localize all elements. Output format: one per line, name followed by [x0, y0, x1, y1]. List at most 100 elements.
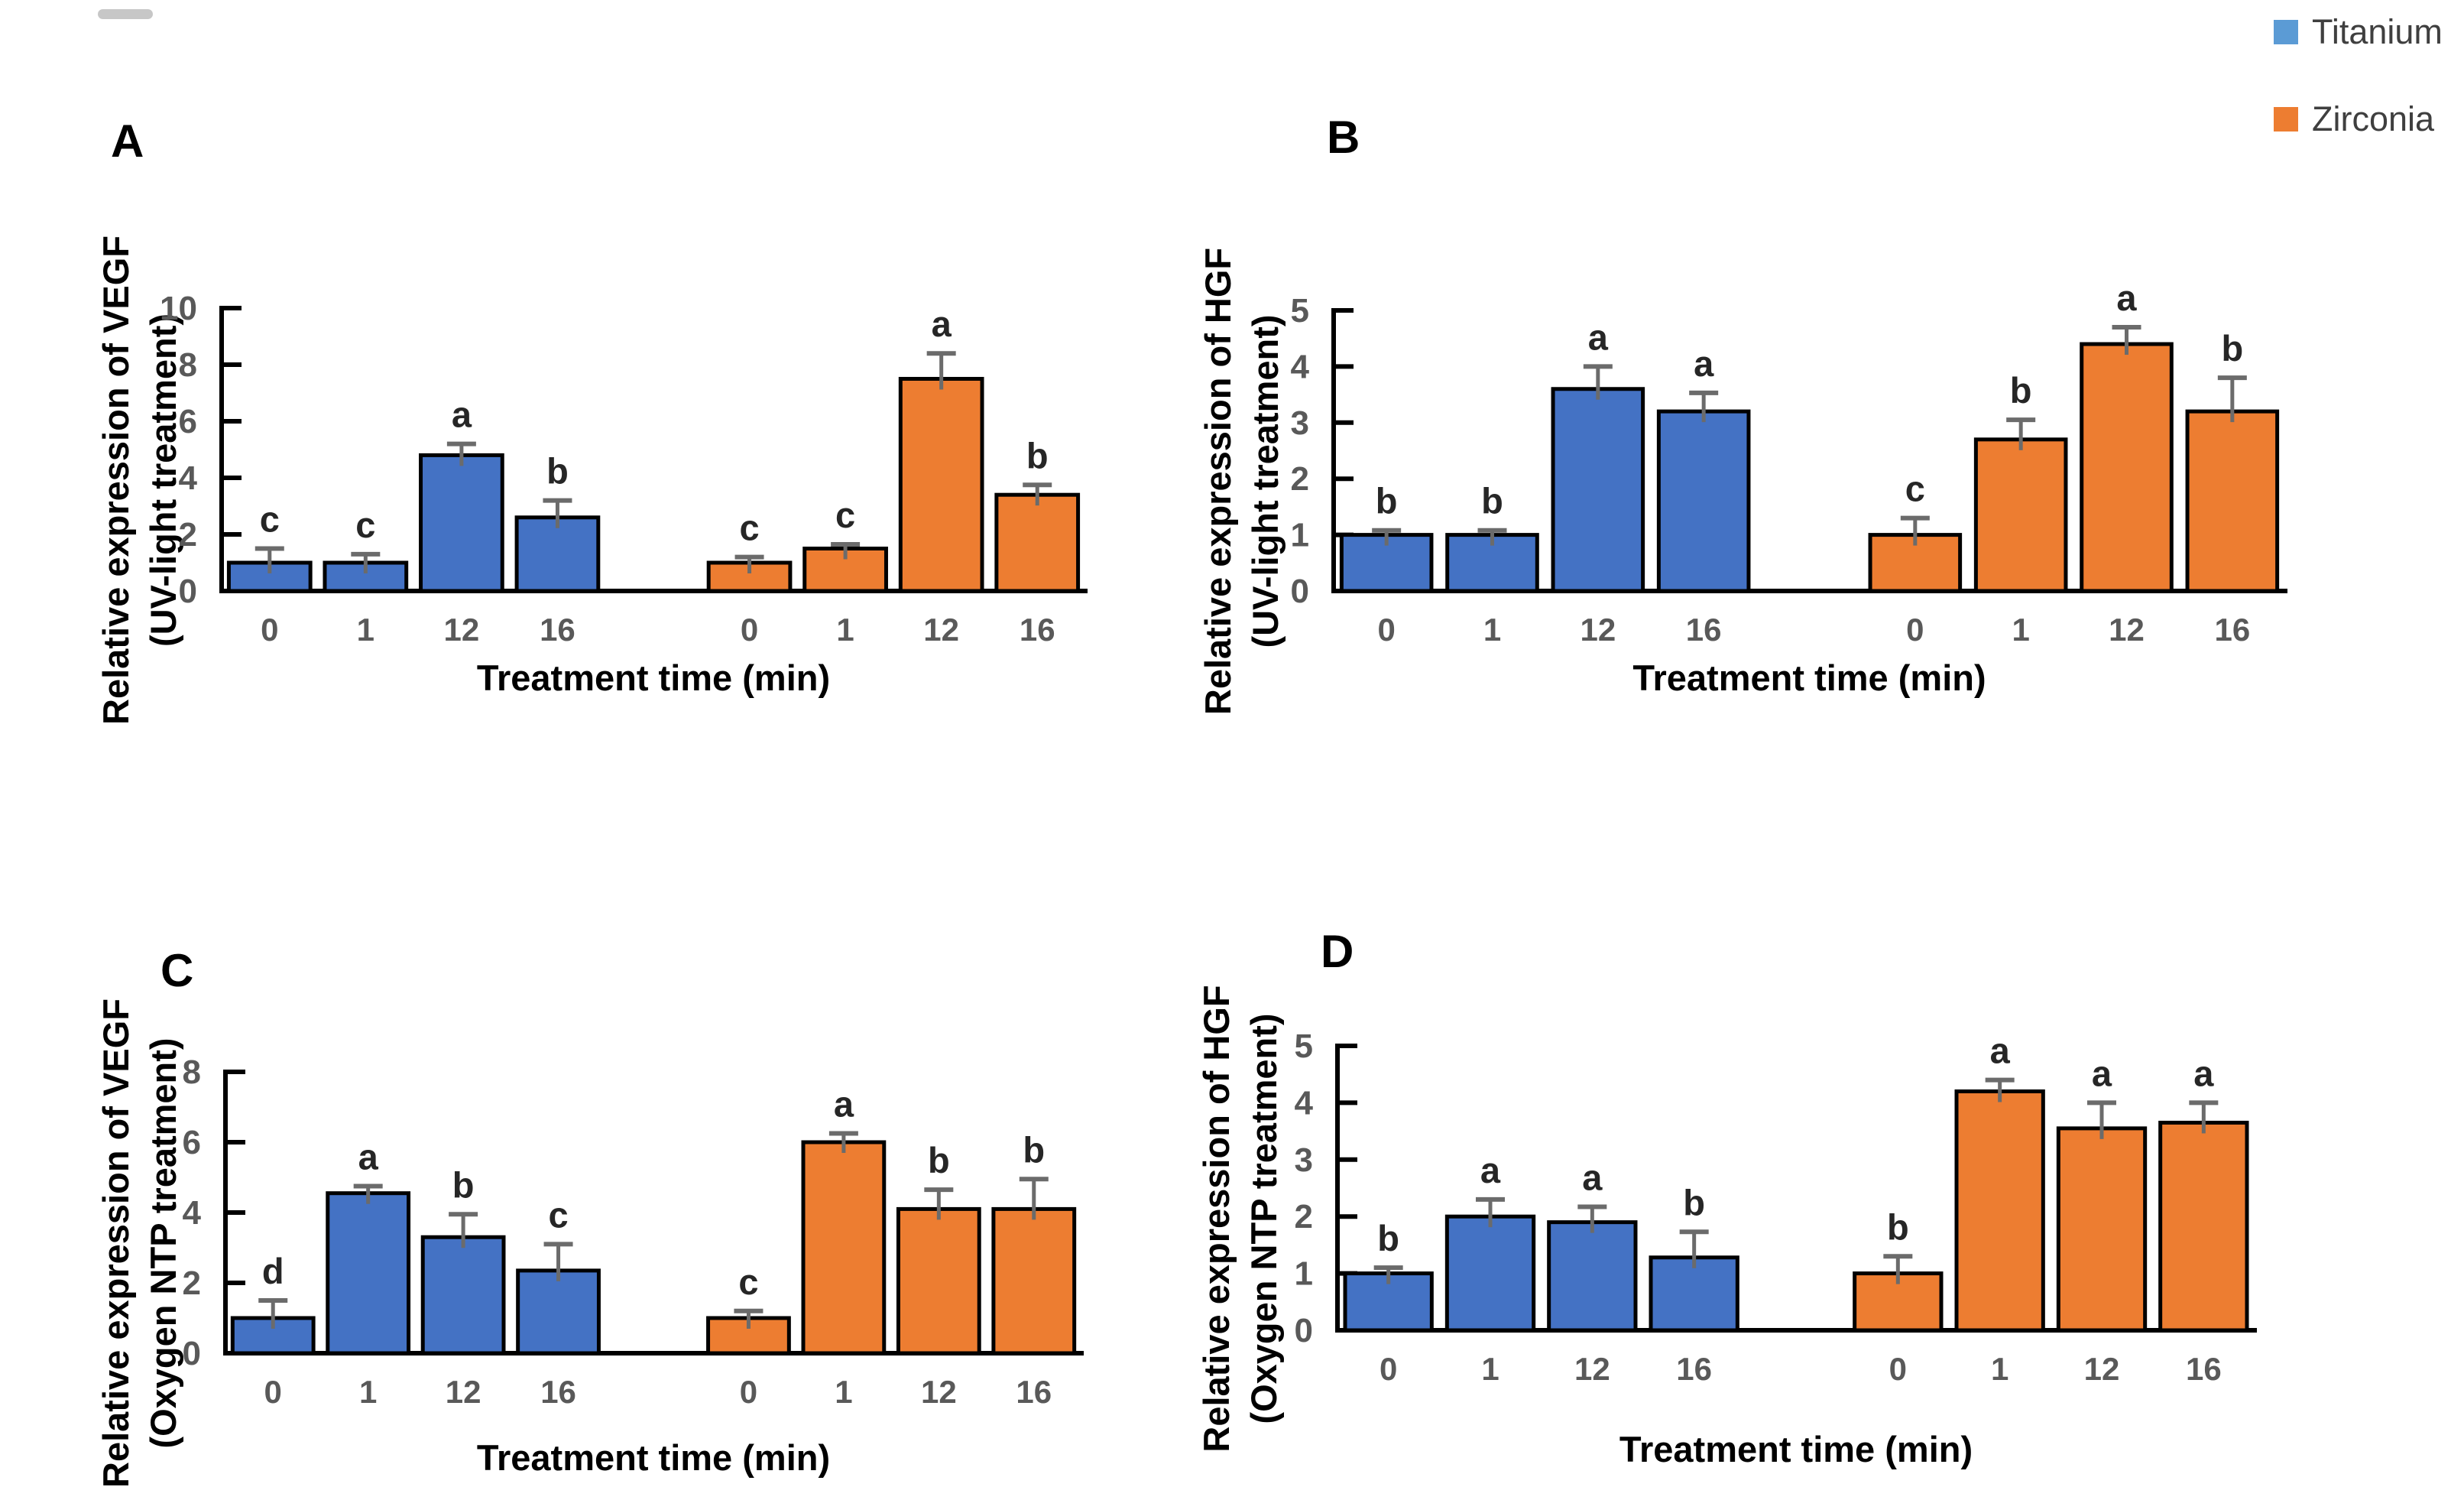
- bar-zirconia-16min: [2158, 1120, 2249, 1333]
- y-tick-label: 0: [1291, 573, 1309, 610]
- y-tick-label: 10: [160, 290, 197, 327]
- panel-b-hgf-uv: B Relative expression of HGF (UV-light tre…: [1192, 61, 2339, 772]
- bar-titanium-12min: [420, 1235, 506, 1356]
- x-tick-label: 1: [1991, 1351, 2008, 1387]
- significance-letter: b: [452, 1164, 475, 1205]
- panel-letter: D: [1321, 926, 1354, 977]
- bar-zirconia-1min: [801, 1140, 887, 1356]
- significance-letter: b: [1887, 1206, 1909, 1247]
- significance-letter: b: [1026, 435, 1049, 476]
- y-tick-label: 0: [179, 573, 197, 610]
- significance-letter: b: [928, 1140, 950, 1180]
- significance-letter: b: [1481, 481, 1503, 521]
- bar-zirconia-1min: [1954, 1089, 2045, 1333]
- significance-letter: b: [1683, 1182, 1705, 1222]
- x-axis-title: Treatment time (min): [477, 657, 830, 698]
- bar-titanium-12min: [1551, 387, 1645, 593]
- y-tick-label: 8: [179, 346, 197, 384]
- significance-letter: c: [1905, 469, 1925, 509]
- legend-item-titanium: Titanium: [2274, 12, 2443, 52]
- y-tick-label: 4: [1295, 1084, 1314, 1122]
- significance-letter: b: [1023, 1129, 1045, 1170]
- bar-zirconia-16min: [2185, 409, 2280, 593]
- bar-titanium-16min: [514, 515, 601, 593]
- bar-zirconia-16min: [994, 492, 1081, 593]
- axis-lines: [223, 1070, 1084, 1356]
- x-tick-label: 12: [1580, 612, 1616, 648]
- x-tick-label: 0: [1906, 612, 1924, 648]
- bar-titanium-16min: [1656, 409, 1751, 593]
- significance-letter: a: [2193, 1053, 2214, 1093]
- significance-letter: c: [548, 1194, 568, 1235]
- x-tick-label: 12: [1574, 1351, 1610, 1387]
- titanium-swatch-icon: [2274, 20, 2298, 44]
- significance-letter: c: [739, 508, 759, 548]
- panel-letter: A: [111, 115, 144, 167]
- x-tick-label: 0: [1377, 612, 1395, 648]
- significance-letter: b: [2221, 328, 2243, 369]
- x-tick-label: 16: [1676, 1351, 1712, 1387]
- x-tick-label: 12: [923, 612, 959, 648]
- legend-label-titanium: Titanium: [2312, 12, 2443, 51]
- y-tick-label: 2: [1291, 460, 1309, 498]
- x-tick-label: 16: [1016, 1374, 1052, 1410]
- x-tick-label: 12: [2084, 1351, 2120, 1387]
- y-tick-label: 2: [183, 1265, 201, 1302]
- x-tick-label: 1: [1481, 1351, 1499, 1387]
- significance-letter: b: [2010, 370, 2032, 411]
- y-tick-label: 4: [183, 1194, 202, 1232]
- x-tick-label: 1: [835, 1374, 852, 1410]
- y-tick-label: 5: [1295, 1028, 1313, 1065]
- y-tick-label: 2: [1295, 1198, 1313, 1235]
- y-tick-label: 1: [1291, 517, 1309, 554]
- x-tick-label: 1: [1483, 612, 1501, 648]
- x-tick-label: 0: [264, 1374, 282, 1410]
- y-tick-label: 6: [183, 1124, 201, 1161]
- significance-letter: c: [355, 505, 375, 545]
- y-axis-label-line1: Relative expression of HGF: [1196, 985, 1237, 1452]
- y-axis-label-line1: Relative expression of HGF: [1198, 248, 1238, 715]
- x-tick-label: 16: [2186, 1351, 2222, 1387]
- x-tick-label: 12: [2109, 612, 2145, 648]
- significance-letter: c: [260, 499, 280, 540]
- significance-letter: a: [1588, 317, 1609, 357]
- significance-letter: c: [738, 1261, 758, 1302]
- y-axis-label-line2: (Oxygen NTP treatment): [1243, 1013, 1284, 1424]
- y-tick-label: 5: [1291, 292, 1309, 330]
- x-axis-title: Treatment time (min): [1619, 1429, 1973, 1469]
- x-axis-title: Treatment time (min): [1632, 657, 1986, 698]
- x-tick-label: 0: [741, 612, 758, 648]
- bar-titanium-12min: [1547, 1220, 1638, 1333]
- significance-letter: a: [358, 1137, 379, 1177]
- x-tick-label: 16: [1686, 612, 1722, 648]
- y-axis-label-line2: (UV-light treatment): [1245, 314, 1285, 648]
- x-tick-label: 1: [359, 1374, 377, 1410]
- bar-zirconia-0min: [706, 560, 793, 593]
- panel-c-vegf-ntp: C Relative expression of VEGF (Oxygen NTP …: [46, 864, 1169, 1487]
- x-tick-label: 1: [2012, 612, 2029, 648]
- x-tick-label: 0: [740, 1374, 757, 1410]
- x-tick-label: 16: [540, 1374, 576, 1410]
- bar-zirconia-12min: [2080, 342, 2174, 593]
- significance-letter: a: [452, 394, 472, 435]
- x-tick-label: 0: [261, 612, 278, 648]
- significance-letter: a: [2092, 1053, 2112, 1093]
- x-tick-label: 16: [1020, 612, 1055, 648]
- significance-letter: a: [1480, 1150, 1501, 1190]
- x-tick-label: 16: [540, 612, 575, 648]
- x-tick-label: 0: [1380, 1351, 1397, 1387]
- y-axis-label-line2: (UV-light treatment): [143, 313, 183, 647]
- bar-titanium-1min: [1444, 1214, 1536, 1333]
- legend-item-zirconia: Zirconia: [2274, 99, 2443, 139]
- significance-letter: a: [1694, 343, 1714, 384]
- axis-lines: [1335, 1044, 2257, 1333]
- bar-titanium-16min: [1649, 1255, 1739, 1333]
- panel-letter: B: [1327, 112, 1360, 163]
- panel-d-hgf-ntp: D Relative expression of HGF (Oxygen NTP t…: [1192, 864, 2339, 1487]
- significance-letter: a: [2116, 278, 2137, 318]
- x-axis-title: Treatment time (min): [477, 1437, 830, 1478]
- significance-letter: d: [262, 1251, 284, 1291]
- bar-zirconia-0min: [1853, 1271, 1944, 1333]
- axis-lines: [219, 306, 1088, 593]
- significance-letter: a: [932, 304, 952, 344]
